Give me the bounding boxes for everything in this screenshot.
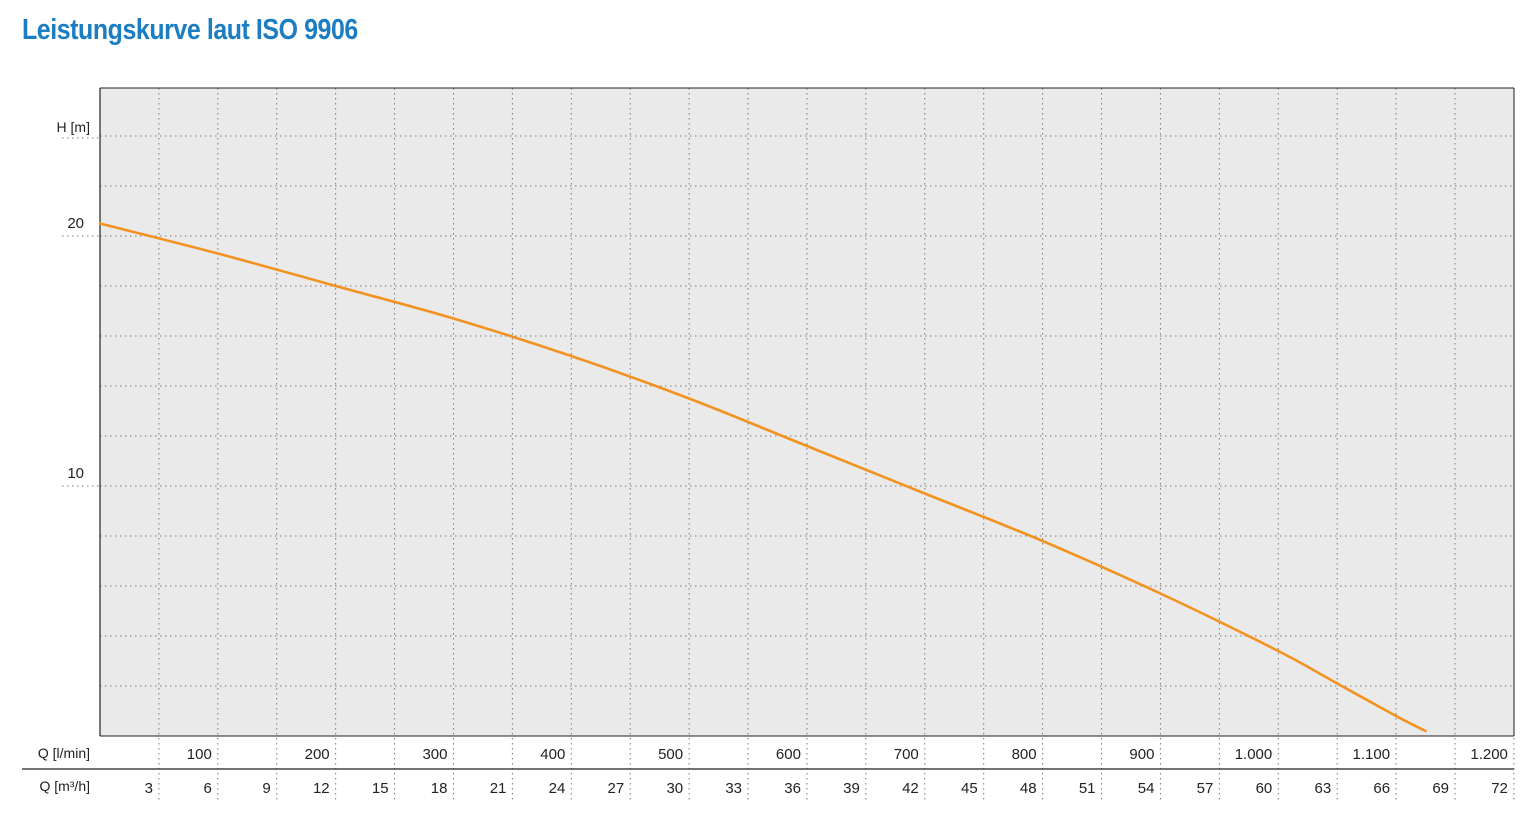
x-tick-label-m3h: 42: [902, 780, 919, 797]
x-tick-label-lmin: 500: [658, 746, 683, 763]
x-tick-label-m3h: 30: [666, 780, 683, 797]
x-tick-label-m3h: 21: [490, 780, 507, 797]
x-tick-label-m3h: 45: [961, 780, 978, 797]
x-tick-label-lmin: 1.100: [1353, 746, 1391, 763]
x-tick-label-lmin: 600: [776, 746, 801, 763]
x-tick-label-lmin: 100: [187, 746, 212, 763]
x-tick-label-m3h: 33: [725, 780, 742, 797]
x-tick-label-lmin: 800: [1012, 746, 1037, 763]
x-tick-label-m3h: 15: [372, 780, 389, 797]
x-tick-label-lmin: 1.200: [1470, 746, 1508, 763]
x-tick-label-m3h: 66: [1373, 780, 1390, 797]
plot-layer: [22, 87, 1515, 800]
x-tick-label-m3h: 57: [1197, 780, 1214, 797]
x-tick-label-m3h: 6: [203, 780, 211, 797]
x-tick-label-m3h: 69: [1432, 780, 1449, 797]
x-tick-label-m3h: 24: [549, 780, 566, 797]
x-tick-label-m3h: 72: [1491, 780, 1508, 797]
x-tick-label-m3h: 18: [431, 780, 448, 797]
y-tick-label: 20: [67, 215, 84, 232]
x-tick-label-m3h: 12: [313, 780, 330, 797]
x-tick-label-m3h: 36: [784, 780, 801, 797]
x-tick-label-lmin: 200: [305, 746, 330, 763]
y-axis-label: H [m]: [57, 119, 90, 135]
x-tick-label-m3h: 39: [843, 780, 860, 797]
x-tick-label-lmin: 900: [1129, 746, 1154, 763]
chart-title: Leistungskurve laut ISO 9906: [22, 14, 358, 46]
x-axis-label-m3h: Q [m³/h]: [39, 778, 90, 794]
x-tick-label-m3h: 60: [1256, 780, 1273, 797]
label-layer: H [m] Q [l/min] Q [m³/h] 20 10 100 200 300 400 50…: [38, 119, 1508, 797]
x-tick-label-m3h: 63: [1314, 780, 1331, 797]
x-tick-label-m3h: 51: [1079, 780, 1096, 797]
curve-layer: [98, 222, 1427, 733]
x-tick-label-lmin: 700: [894, 746, 919, 763]
x-tick-label-lmin: 300: [422, 746, 447, 763]
x-tick-label-m3h: 9: [262, 780, 270, 797]
x-tick-label-lmin: 1.000: [1235, 746, 1273, 763]
x-axis-label-lmin: Q [l/min]: [38, 745, 90, 761]
x-tick-label-m3h: 27: [608, 780, 625, 797]
x-tick-label-m3h: 3: [145, 780, 153, 797]
x-tick-label-m3h: 54: [1138, 780, 1155, 797]
performance-curve: [98, 222, 1427, 733]
x-tick-label-m3h: 48: [1020, 780, 1037, 797]
y-tick-label: 10: [67, 465, 84, 482]
x-tick-label-lmin: 400: [540, 746, 565, 763]
